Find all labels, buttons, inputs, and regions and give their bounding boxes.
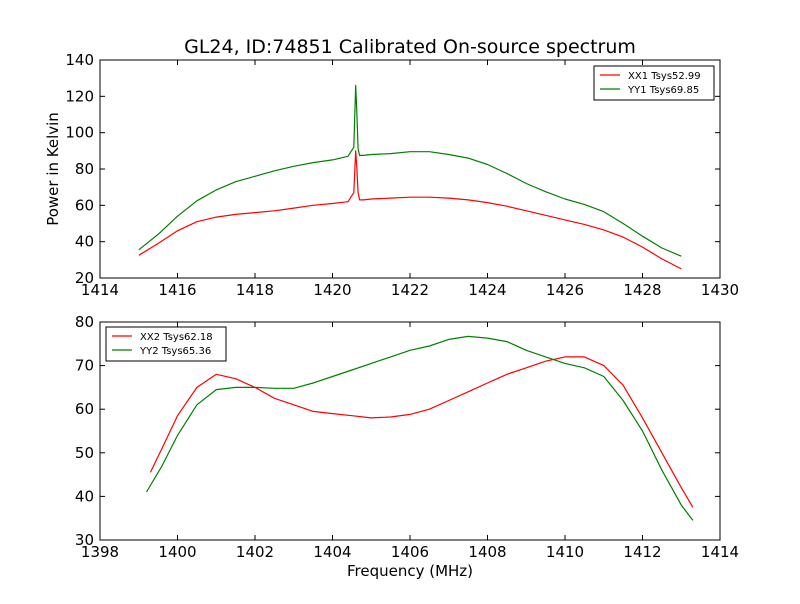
x-tick-label: 1406 — [391, 543, 429, 561]
x-tick-label: 1428 — [623, 281, 661, 299]
series-line-1 — [149, 356, 694, 508]
x-tick-label: 1422 — [391, 281, 429, 299]
x-tick-label: 1414 — [81, 281, 119, 299]
y-tick-label: 50 — [75, 444, 94, 462]
x-tick-label: 1418 — [236, 281, 274, 299]
x-tick-label: 1424 — [468, 281, 506, 299]
bottom-x-axis-label: Frequency (MHz) — [347, 562, 473, 580]
y-tick-label: 40 — [75, 233, 94, 251]
legend-label: YY1 Tsys69.85 — [627, 85, 699, 96]
y-tick-label: 140 — [65, 51, 94, 69]
y-tick-label: 80 — [75, 313, 94, 331]
legend-label: XX2 Tsys62.18 — [140, 332, 213, 343]
series-line-2 — [138, 84, 682, 257]
x-tick-label: 1410 — [546, 543, 584, 561]
legend-label: YY2 Tsys65.36 — [139, 346, 211, 357]
legend: XX2 Tsys62.18 YY2 Tsys65.36 — [105, 326, 227, 362]
legend-box — [593, 65, 715, 101]
y-tick-label: 20 — [75, 269, 94, 287]
series-line-1 — [138, 150, 682, 270]
top-y-axis-label: Power in Kelvin — [44, 112, 62, 226]
y-tick-label: 70 — [75, 357, 94, 375]
y-tick-label: 80 — [75, 160, 94, 178]
y-tick-label: 30 — [75, 531, 94, 549]
x-tick-label: 1430 — [701, 281, 739, 299]
x-tick-label: 1398 — [81, 543, 119, 561]
y-tick-label: 120 — [65, 87, 94, 105]
legend: XX1 Tsys52.99 YY1 Tsys69.85 — [593, 65, 715, 101]
x-tick-label: 1400 — [158, 543, 196, 561]
legend-box — [105, 326, 227, 362]
y-tick-label: 40 — [75, 487, 94, 505]
x-tick-label: 1420 — [313, 281, 351, 299]
legend-label: XX1 Tsys52.99 — [628, 71, 701, 82]
chart-title: GL24, ID:74851 Calibrated On-source spec… — [184, 36, 636, 58]
x-tick-label: 1402 — [236, 543, 274, 561]
top-panel: GL24, ID:74851 Calibrated On-source spec… — [44, 36, 739, 299]
y-tick-label: 60 — [75, 400, 94, 418]
x-tick-label: 1416 — [158, 281, 196, 299]
x-tick-label: 1414 — [701, 543, 739, 561]
x-tick-label: 1426 — [546, 281, 584, 299]
bottom-panel: Frequency (MHz) 1398 1400 1402 1404 1406 1408… — [75, 313, 739, 580]
x-tick-label: 1404 — [313, 543, 351, 561]
y-tick-label: 100 — [65, 124, 94, 142]
x-tick-label: 1408 — [468, 543, 506, 561]
y-tick-label: 60 — [75, 196, 94, 214]
x-tick-label: 1412 — [623, 543, 661, 561]
series-line-2 — [145, 335, 694, 521]
